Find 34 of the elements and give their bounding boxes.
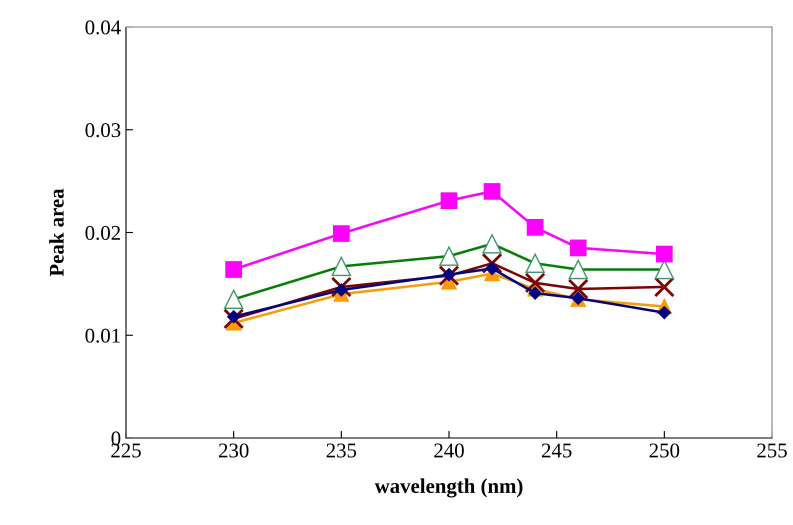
point: [330, 276, 352, 298]
point: [333, 225, 350, 242]
y-tick-label: 0.03: [85, 123, 120, 138]
point: [485, 262, 499, 276]
point: [526, 219, 544, 236]
point: [440, 192, 458, 209]
point: [334, 283, 348, 297]
point: [484, 183, 500, 200]
point: [438, 265, 460, 286]
y-axis-title: Peak area: [49, 188, 64, 276]
x-tick-label: 230: [218, 443, 248, 458]
point: [223, 308, 244, 330]
x-axis-title: wavelength (nm): [374, 478, 522, 498]
point: [524, 272, 546, 294]
y-tick-label: 0.01: [85, 328, 120, 343]
point: [656, 246, 673, 262]
point: [227, 310, 240, 324]
y-tick-label: 0.02: [85, 226, 120, 240]
x-tick-label: 250: [650, 443, 680, 458]
point: [570, 240, 587, 256]
y-tick-label: 0.04: [85, 20, 121, 35]
point: [442, 268, 456, 282]
x-tick-label: 245: [542, 444, 572, 458]
point: [658, 306, 671, 320]
x-tick-label: 225: [111, 444, 141, 458]
point: [482, 252, 502, 274]
point: [654, 276, 675, 298]
y-tick-label: 0: [112, 431, 120, 446]
x-tick-label: 235: [326, 444, 356, 458]
x-tick-label: 255: [757, 444, 787, 458]
point: [568, 278, 589, 300]
point: [528, 286, 542, 300]
point: [225, 261, 242, 278]
x-tick-label: 240: [434, 443, 464, 458]
